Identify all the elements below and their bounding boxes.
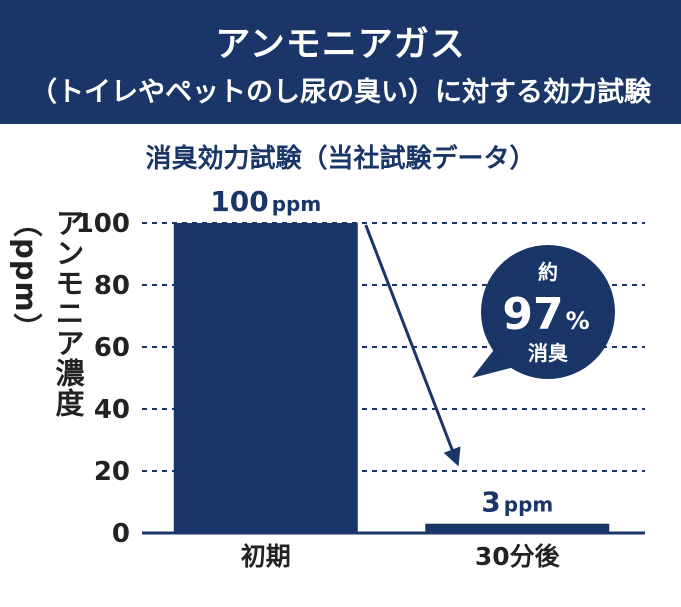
bubble-suffix: 消臭 — [528, 341, 568, 365]
chart-title: 消臭効力試験（当社試験データ） — [145, 144, 536, 174]
x-tick-label: 30分後 — [475, 542, 561, 571]
reduction-bubble — [481, 245, 615, 379]
header-banner: アンモニアガス （トイレやペットのし尿の臭い）に対する効力試験 — [0, 0, 681, 124]
x-tick-label: 初期 — [241, 542, 291, 571]
y-tick-label: 80 — [94, 271, 130, 301]
y-tick-label: 100 — [76, 209, 130, 239]
bubble-tail — [472, 342, 526, 378]
header-subtitle: （トイレやペットのし尿の臭い）に対する効力試験 — [30, 77, 651, 108]
bubble-prefix: 約 — [538, 260, 558, 284]
reduction-arrow — [364, 224, 461, 467]
y-tick-label: 40 — [94, 395, 130, 425]
bar — [425, 523, 610, 533]
header-title: アンモニアガス — [215, 25, 466, 65]
y-tick-label: 0 — [112, 519, 130, 549]
data-label: 3 ppm — [481, 486, 553, 519]
data-label: 100 ppm — [210, 185, 321, 218]
bar — [173, 223, 358, 533]
y-tick-label: 60 — [94, 333, 130, 363]
bubble-percentage: 97% — [502, 289, 589, 340]
y-tick-label: 20 — [94, 457, 130, 487]
